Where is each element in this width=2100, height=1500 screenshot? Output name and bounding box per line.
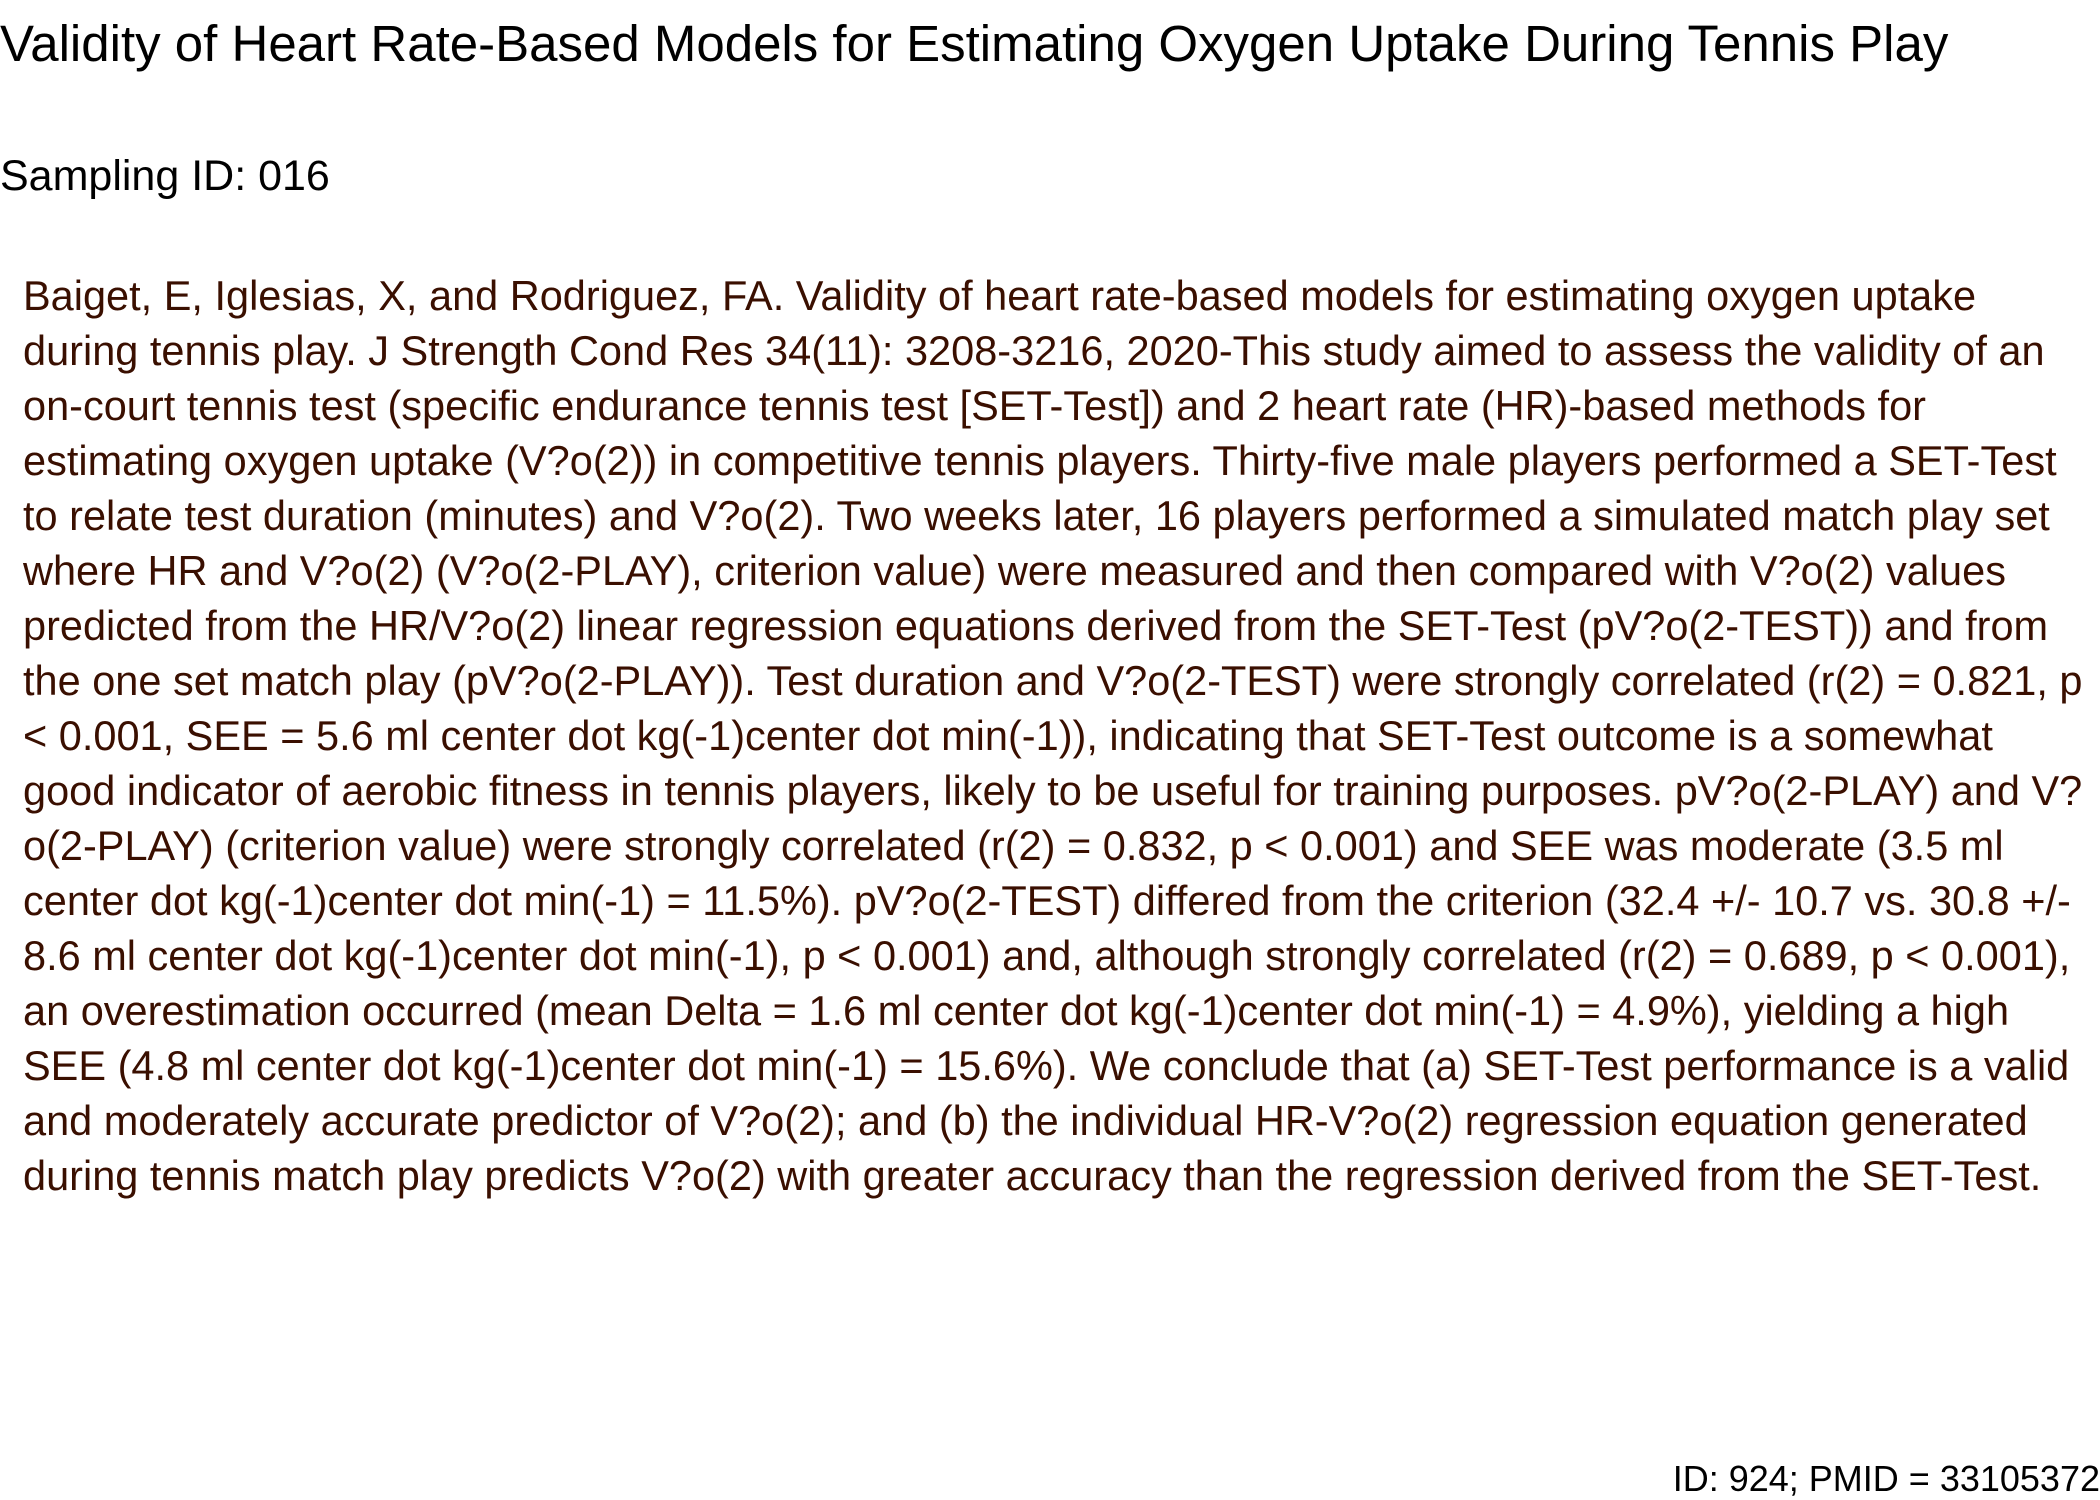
sampling-id: Sampling ID: 016 bbox=[0, 152, 330, 200]
abstract-text: Baiget, E, Iglesias, X, and Rodriguez, F… bbox=[23, 272, 2083, 1199]
document-id-footer: ID: 924; PMID = 33105372 bbox=[1672, 1458, 2100, 1499]
page-title: Validity of Heart Rate-Based Models for … bbox=[0, 15, 1949, 72]
